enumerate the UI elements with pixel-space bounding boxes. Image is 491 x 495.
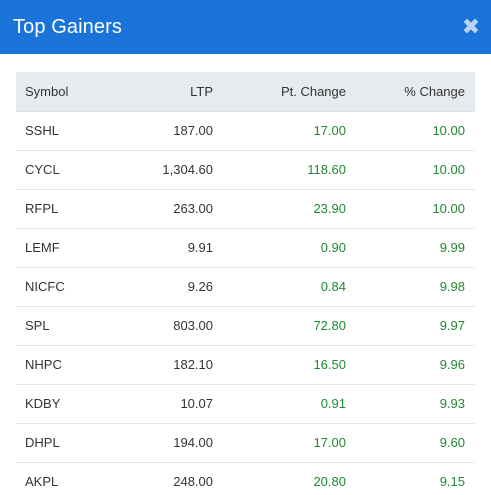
cell-pt-change: 0.91 (213, 384, 346, 424)
column-header-symbol[interactable]: Symbol (16, 72, 116, 112)
cell-pt-change: 0.84 (213, 267, 346, 307)
cell-pt-change: 72.80 (213, 306, 346, 346)
cell-pct-change: 9.99 (346, 228, 475, 268)
cell-symbol[interactable]: DHPL (16, 423, 116, 463)
column-header-pt-change[interactable]: Pt. Change (213, 72, 346, 112)
table-row[interactable]: KDBY 10.07 0.91 9.93 (16, 384, 475, 424)
table-row[interactable]: DHPL 194.00 17.00 9.60 (16, 423, 475, 463)
cell-pct-change: 9.97 (346, 306, 475, 346)
cell-pct-change: 10.00 (346, 150, 475, 190)
cell-pct-change: 9.15 (346, 462, 475, 495)
cell-symbol[interactable]: NHPC (16, 345, 116, 385)
cell-ltp: 194.00 (116, 423, 213, 463)
cell-pct-change: 9.60 (346, 423, 475, 463)
cell-symbol[interactable]: CYCL (16, 150, 116, 190)
cell-symbol[interactable]: KDBY (16, 384, 116, 424)
cell-ltp: 182.10 (116, 345, 213, 385)
table-row[interactable]: CYCL 1,304.60 118.60 10.00 (16, 150, 475, 190)
modal-title: Top Gainers (13, 15, 122, 38)
cell-ltp: 803.00 (116, 306, 213, 346)
table-header-row: Symbol LTP Pt. Change % Change (16, 72, 475, 112)
cell-ltp: 263.00 (116, 189, 213, 229)
cell-ltp: 9.91 (116, 228, 213, 268)
cell-symbol[interactable]: LEMF (16, 228, 116, 268)
cell-pct-change: 9.98 (346, 267, 475, 307)
cell-ltp: 187.00 (116, 111, 213, 151)
cell-pct-change: 9.93 (346, 384, 475, 424)
cell-ltp: 10.07 (116, 384, 213, 424)
column-header-ltp[interactable]: LTP (116, 72, 213, 112)
table-row[interactable]: LEMF 9.91 0.90 9.99 (16, 228, 475, 268)
cell-symbol[interactable]: SSHL (16, 111, 116, 151)
close-icon[interactable]: ✖ (461, 14, 481, 39)
cell-symbol[interactable]: RFPL (16, 189, 116, 229)
cell-pt-change: 17.00 (213, 423, 346, 463)
modal-header: Top Gainers ✖ (0, 0, 491, 54)
cell-ltp: 1,304.60 (116, 150, 213, 190)
cell-ltp: 9.26 (116, 267, 213, 307)
cell-pct-change: 10.00 (346, 111, 475, 151)
table-row[interactable]: NICFC 9.26 0.84 9.98 (16, 267, 475, 307)
cell-pt-change: 0.90 (213, 228, 346, 268)
modal-body: Symbol LTP Pt. Change % Change SSHL 187.0… (0, 54, 491, 495)
cell-pt-change: 118.60 (213, 150, 346, 190)
cell-pct-change: 10.00 (346, 189, 475, 229)
cell-pct-change: 9.96 (346, 345, 475, 385)
cell-ltp: 248.00 (116, 462, 213, 495)
table-row[interactable]: RFPL 263.00 23.90 10.00 (16, 189, 475, 229)
column-header-pct-change[interactable]: % Change (346, 72, 475, 112)
table-row[interactable]: AKPL 248.00 20.80 9.15 (16, 462, 475, 495)
cell-symbol[interactable]: SPL (16, 306, 116, 346)
cell-pt-change: 23.90 (213, 189, 346, 229)
table-row[interactable]: SSHL 187.00 17.00 10.00 (16, 111, 475, 151)
cell-symbol[interactable]: AKPL (16, 462, 116, 495)
table-row[interactable]: NHPC 182.10 16.50 9.96 (16, 345, 475, 385)
cell-pt-change: 16.50 (213, 345, 346, 385)
gainers-table: Symbol LTP Pt. Change % Change SSHL 187.0… (16, 72, 475, 495)
cell-pt-change: 17.00 (213, 111, 346, 151)
cell-pt-change: 20.80 (213, 462, 346, 495)
table-row[interactable]: SPL 803.00 72.80 9.97 (16, 306, 475, 346)
cell-symbol[interactable]: NICFC (16, 267, 116, 307)
